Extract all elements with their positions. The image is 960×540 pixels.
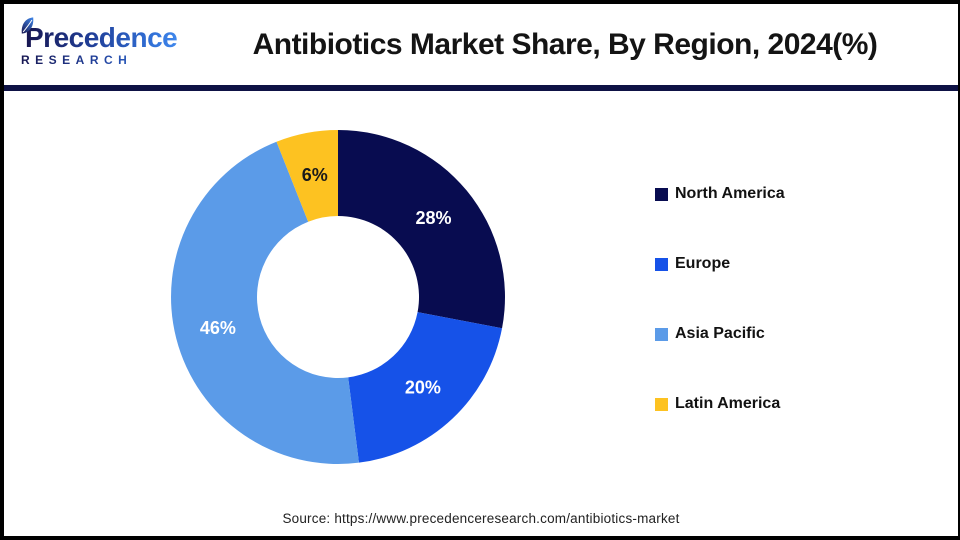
legend-label: Asia Pacific (675, 325, 765, 342)
logo-wordmark: Precedence (25, 21, 178, 53)
legend-label: Europe (675, 255, 731, 272)
legend-swatch-north-america (655, 187, 668, 201)
chart-area: 28% 20% 46% 6% North America Europe Asia Paci… (4, 91, 958, 536)
slice-value-label-latin-america: 6% (302, 165, 328, 185)
legend-swatch-europe (655, 257, 668, 271)
precedence-research-logo: Precedence RESEARCH (18, 16, 190, 66)
pie-slice-north-america (338, 130, 505, 329)
legend-item-north-america: North America (655, 186, 785, 202)
legend-swatch-latin-america (655, 397, 668, 411)
logo-wordmark-row: Precedence (18, 16, 190, 53)
pie-slice-latin-america (276, 130, 338, 222)
source-note: Source: https://www.precedenceresearch.c… (282, 511, 680, 526)
legend: North America Europe Asia Pacific Latin Ame… (655, 186, 785, 466)
chart-title: Antibiotics Market Share, By Region, 202… (252, 27, 878, 61)
pie-slice-europe (348, 312, 503, 463)
legend-label: North America (675, 185, 785, 202)
legend-item-latin-america: Latin America (655, 396, 785, 412)
pie-slice-asia-pacific (171, 141, 359, 464)
legend-swatch-asia-pacific (655, 327, 668, 341)
legend-item-asia-pacific: Asia Pacific (655, 326, 785, 342)
header: Precedence RESEARCH Antibiotics Market S… (4, 4, 958, 85)
slice-value-label-asia-pacific: 46% (200, 318, 236, 338)
donut-chart: 28% 20% 46% 6% (171, 130, 505, 464)
legend-item-europe: Europe (655, 256, 785, 272)
slice-value-label-europe: 20% (405, 377, 441, 397)
slice-value-label-north-america: 28% (415, 208, 451, 228)
leaf-icon (21, 16, 34, 34)
legend-label: Latin America (675, 395, 781, 412)
header-divider (4, 85, 958, 91)
logo-subtitle: RESEARCH (18, 54, 190, 66)
